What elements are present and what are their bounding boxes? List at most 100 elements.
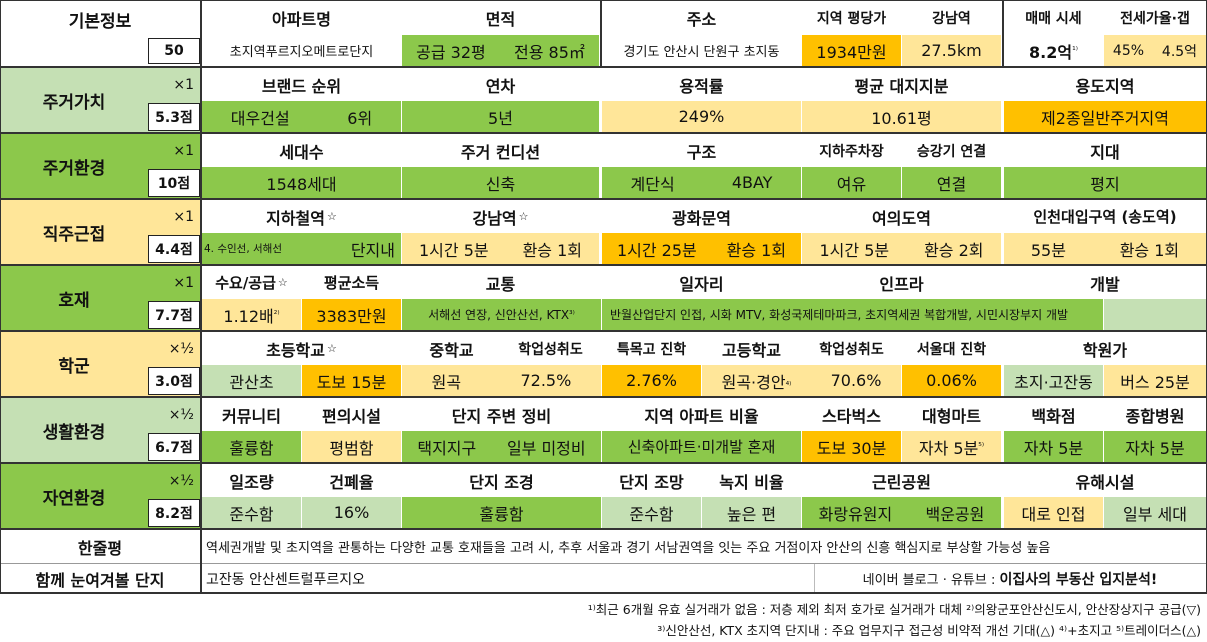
sale-price-note: ¹⁾ [1072,45,1078,56]
star-icon: ☆ [518,210,529,223]
age-header: 연차 [402,68,600,101]
terrain-value: 평지 [1004,167,1207,198]
jobs-header: 일자리 [602,266,802,299]
condition-value: 신축 [402,167,600,198]
summary-text: 역세권개발 및 초지역을 관통하는 다양한 교통 호재들을 고려 시, 추후 서… [202,530,1207,563]
brand-header: 브랜드 순위 [202,68,402,101]
area-header: 면적 [402,0,600,35]
elevator-value: 연결 [902,167,1002,198]
apt-ratio-value: 신축아파트·미개발 혼재 [602,431,802,462]
gwanghwamun-header: 광화문역 [602,200,802,233]
green-ratio-header: 녹지 비율 [702,464,802,497]
park-2: 백운공원 [925,504,985,524]
income-value: 3383만원 [302,299,402,330]
middle-value: 원곡 72.5% [402,365,602,396]
park-value: 화랑유원지 백운공원 [802,497,1002,528]
high-name-text: 원곡·경안 [721,372,786,392]
traffic-value: 서해선 연장, 신안산선, KTX ³⁾ [402,299,602,330]
apt-ratio-header: 지역 아파트 비율 [602,398,802,431]
price-per-pyeong-header: 지역 평당가 [802,0,902,35]
high-perf: 70.6% [830,371,882,390]
sunlight-value: 준수함 [202,497,302,528]
structure-header: 구조 [602,134,802,167]
env-multiplier: ×1 [148,134,200,168]
traffic-note: ³⁾ [569,309,575,320]
department-store-header: 백화점 [1004,398,1104,431]
convenience-value: 평범함 [302,431,402,462]
mart-note: ⁵⁾ [978,441,985,452]
middle-name: 원곡 [431,372,462,392]
gangnam-commute-value: 1시간 5분 환승 1회 [402,233,600,264]
middle-perf: 72.5% [520,371,572,390]
brand-value: 대우건설 6위 [202,101,402,132]
life-multiplier: ×½ [148,398,200,432]
starbucks-value: 도보 30분 [802,431,902,462]
structure-value: 계단식 4BAY [602,167,802,198]
high-name: 원곡·경안⁴⁾ [722,369,792,393]
source-prefix: 네이버 블로그 · 유튜브 : [862,573,996,588]
park-header: 근린공원 [802,464,1002,497]
land-share-value: 10.61평 [802,101,1002,132]
supply-value: 1.12배 ²⁾ [202,299,302,330]
jeonse-value: 45% 4.5억 [1104,35,1207,66]
dev-score: 7.7점 [148,301,200,329]
basic-label: 기본정보 [0,0,200,38]
star-icon: ☆ [327,210,337,223]
sunlight-header: 일조량 [202,464,302,497]
commute-multiplier: ×1 [148,200,200,234]
parking-header: 지하주차장 [802,134,902,167]
traffic-items: 서해선 연장, 신안산선, KTX [428,308,570,322]
academy-name: 초지·고잔동 [1004,365,1104,396]
special-high-header: 특목고 진학 [602,332,702,365]
snu-value: 0.06% [902,365,1002,396]
structure-type: 계단식 [630,174,675,194]
gangnam-time: 1시간 5분 [418,240,489,260]
middle-perf-header: 학업성취도 [502,332,600,365]
life-score: 6.7점 [148,433,200,461]
view-header: 단지 조망 [602,464,702,497]
apt-name-value: 초지역푸르지오메트로단지 [202,35,402,66]
development-header: 개발 [1004,266,1207,299]
star-icon: ☆ [327,342,337,355]
subway-distance: 단지내 [350,240,395,260]
landscape-header: 단지 조경 [402,464,602,497]
apt-name-header: 아파트명 [202,0,402,35]
nature-label: 자연환경 [0,464,148,528]
hazard-scope: 일부 세대 [1104,497,1207,528]
value-label: 주거가치 [0,68,148,132]
elementary-name: 관산초 [202,365,302,396]
view-value: 준수함 [602,497,702,528]
far-header: 용적률 [602,68,802,101]
price-per-pyeong-value: 1934만원 [802,35,902,66]
academy-bus: 버스 25분 [1104,365,1207,396]
green-ratio-value: 높은 편 [702,497,802,528]
hazard-value: 대로 인접 [1004,497,1104,528]
terrain-header: 지대 [1004,134,1207,167]
yeouido-value: 1시간 5분 환승 2회 [802,233,1002,264]
snu-header: 서울대 진학 [902,332,1002,365]
incheon-value: 55분 환승 1회 [1004,233,1207,264]
nature-score: 8.2점 [148,499,200,527]
nature-multiplier: ×½ [148,464,200,498]
surroundings-value: 택지지구 일부 미정비 [402,431,602,462]
high-header: 고등학교 [702,332,802,365]
hazard-header: 유해시설 [1004,464,1207,497]
jeonse-gap: 4.5억 [1161,43,1198,60]
school-score: 3.0점 [148,367,200,395]
supply-ratio: 1.12배 [223,306,274,326]
supply-note: ²⁾ [273,309,280,320]
gwanghwamun-time: 1시간 25분 [616,240,697,260]
department-store-value: 자차 5분 [1004,431,1104,462]
incheon-header: 인천대입구역 (송도역) [1004,200,1207,233]
yeouido-header: 여의도역 [802,200,1002,233]
households-header: 세대수 [202,134,402,167]
yeouido-transfer: 환승 2회 [924,240,984,260]
address-value: 경기도 안산시 단원구 초지동 [602,35,802,66]
special-high-value: 2.76% [602,365,702,396]
sale-price: 8.2억 [1029,42,1073,62]
gangnam-transfer: 환승 1회 [522,240,582,260]
far-value: 249% [602,101,802,132]
brand-rank: 6위 [347,108,373,128]
land-share-header: 평균 대지지분 [802,68,1002,101]
brand-name: 대우건설 [230,108,290,128]
